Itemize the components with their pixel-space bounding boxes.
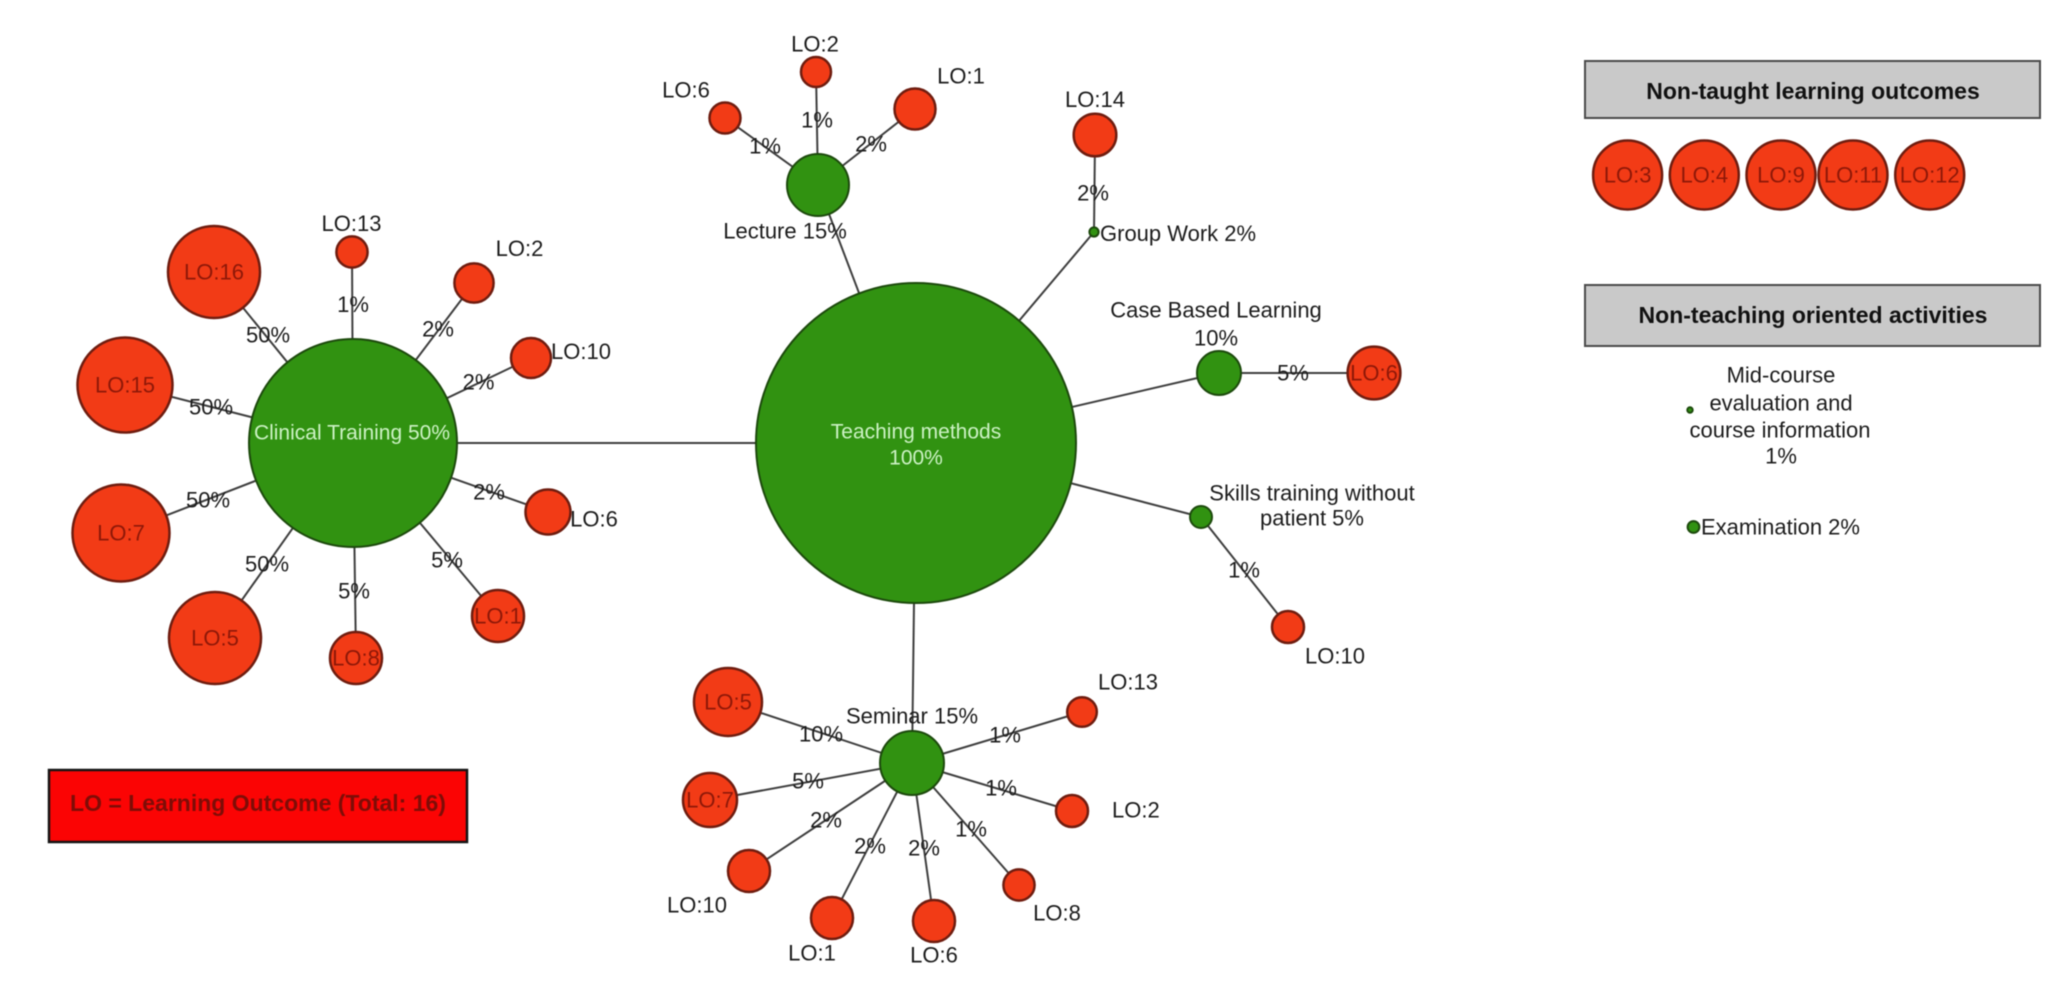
- svg-text:Examination 2%: Examination 2%: [1701, 515, 1860, 540]
- svg-text:LO:13: LO:13: [1098, 670, 1158, 695]
- svg-text:LO:6: LO:6: [910, 943, 958, 968]
- svg-text:LO:13: LO:13: [322, 211, 382, 236]
- svg-text:Non-teaching oriented activiti: Non-teaching oriented activities: [1639, 302, 1988, 328]
- svg-text:Mid-course: Mid-course: [1727, 363, 1836, 388]
- svg-text:LO:6: LO:6: [662, 78, 710, 103]
- svg-text:2%: 2%: [1077, 181, 1109, 206]
- svg-text:2%: 2%: [810, 808, 842, 833]
- svg-text:patient 5%: patient 5%: [1260, 506, 1364, 531]
- svg-text:Lecture 15%: Lecture 15%: [723, 219, 847, 244]
- svg-text:LO:8: LO:8: [332, 646, 380, 671]
- svg-text:LO:2: LO:2: [496, 236, 544, 261]
- svg-text:LO:14: LO:14: [1065, 87, 1125, 112]
- svg-text:Group Work 2%: Group Work 2%: [1100, 221, 1256, 246]
- svg-text:LO:2: LO:2: [791, 32, 839, 57]
- svg-text:LO:12: LO:12: [1900, 163, 1960, 188]
- svg-text:LO:10: LO:10: [667, 893, 727, 918]
- svg-text:1%: 1%: [1765, 444, 1797, 469]
- svg-text:1%: 1%: [989, 723, 1021, 748]
- svg-text:2%: 2%: [422, 317, 454, 342]
- svg-text:LO:9: LO:9: [1757, 163, 1805, 188]
- svg-text:LO:6: LO:6: [570, 507, 618, 532]
- svg-text:evaluation and: evaluation and: [1709, 391, 1852, 416]
- svg-text:LO:5: LO:5: [191, 626, 239, 651]
- svg-text:Skills training without: Skills training without: [1209, 481, 1414, 506]
- svg-text:1%: 1%: [749, 134, 781, 159]
- svg-text:LO:1: LO:1: [474, 604, 522, 629]
- svg-text:5%: 5%: [792, 769, 824, 794]
- svg-text:2%: 2%: [854, 834, 886, 859]
- svg-text:10%: 10%: [799, 722, 843, 747]
- svg-text:Case Based Learning: Case Based Learning: [1110, 298, 1322, 323]
- svg-text:LO = Learning Outcome (Total:: LO = Learning Outcome (Total: 16): [70, 790, 446, 816]
- svg-text:Clinical Training 50%: Clinical Training 50%: [254, 422, 450, 445]
- svg-text:LO:5: LO:5: [704, 690, 752, 715]
- svg-text:LO:7: LO:7: [686, 788, 734, 813]
- svg-text:1%: 1%: [337, 292, 369, 317]
- svg-text:2%: 2%: [855, 132, 887, 157]
- svg-text:10%: 10%: [1194, 326, 1238, 351]
- svg-text:50%: 50%: [246, 323, 290, 348]
- svg-text:LO:8: LO:8: [1033, 901, 1081, 926]
- svg-text:LO:2: LO:2: [1112, 798, 1160, 823]
- svg-text:LO:10: LO:10: [1305, 644, 1365, 669]
- svg-text:LO:11: LO:11: [1824, 163, 1882, 188]
- svg-text:50%: 50%: [186, 488, 230, 513]
- svg-text:LO:3: LO:3: [1604, 163, 1652, 188]
- svg-text:5%: 5%: [1277, 361, 1309, 386]
- svg-text:5%: 5%: [431, 548, 463, 573]
- svg-text:50%: 50%: [245, 552, 289, 577]
- svg-text:LO:1: LO:1: [788, 941, 836, 966]
- svg-text:2%: 2%: [908, 836, 940, 861]
- svg-text:Teaching methods: Teaching methods: [831, 421, 1001, 444]
- svg-text:2%: 2%: [463, 370, 495, 395]
- svg-text:1%: 1%: [985, 776, 1017, 801]
- svg-text:2%: 2%: [473, 480, 505, 505]
- svg-text:LO:15: LO:15: [95, 373, 155, 398]
- svg-text:1%: 1%: [801, 108, 833, 133]
- svg-text:1%: 1%: [1228, 558, 1260, 583]
- svg-text:100%: 100%: [889, 447, 943, 470]
- svg-text:50%: 50%: [189, 395, 233, 420]
- svg-text:LO:6: LO:6: [1350, 361, 1398, 386]
- svg-text:1%: 1%: [955, 817, 987, 842]
- svg-text:Non-taught learning outcomes: Non-taught learning outcomes: [1646, 78, 1980, 104]
- svg-text:LO:10: LO:10: [551, 339, 611, 364]
- svg-text:Seminar 15%: Seminar 15%: [846, 704, 978, 729]
- svg-text:5%: 5%: [338, 579, 370, 604]
- svg-text:LO:16: LO:16: [184, 260, 244, 285]
- svg-text:course information: course information: [1690, 418, 1871, 443]
- svg-text:LO:1: LO:1: [937, 64, 985, 89]
- svg-text:LO:4: LO:4: [1680, 163, 1728, 188]
- svg-text:LO:7: LO:7: [97, 521, 145, 546]
